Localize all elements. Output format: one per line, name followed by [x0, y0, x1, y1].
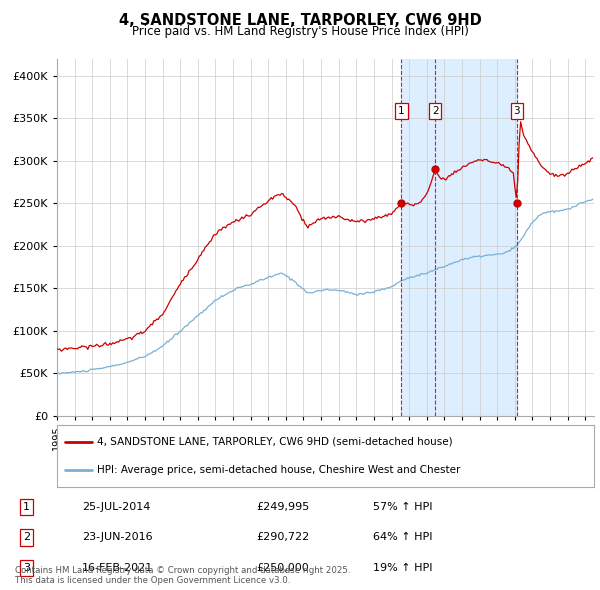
Text: 16-FEB-2021: 16-FEB-2021	[82, 563, 153, 573]
Text: Price paid vs. HM Land Registry's House Price Index (HPI): Price paid vs. HM Land Registry's House …	[131, 25, 469, 38]
Text: 4, SANDSTONE LANE, TARPORLEY, CW6 9HD (semi-detached house): 4, SANDSTONE LANE, TARPORLEY, CW6 9HD (s…	[97, 437, 453, 447]
Text: HPI: Average price, semi-detached house, Cheshire West and Chester: HPI: Average price, semi-detached house,…	[97, 465, 461, 475]
Text: £249,995: £249,995	[256, 502, 310, 512]
Text: 4, SANDSTONE LANE, TARPORLEY, CW6 9HD: 4, SANDSTONE LANE, TARPORLEY, CW6 9HD	[119, 13, 481, 28]
Text: 25-JUL-2014: 25-JUL-2014	[82, 502, 150, 512]
Text: 23-JUN-2016: 23-JUN-2016	[82, 533, 152, 542]
Text: 57% ↑ HPI: 57% ↑ HPI	[373, 502, 433, 512]
Text: 2: 2	[23, 533, 30, 542]
Text: 1: 1	[23, 502, 30, 512]
Text: £250,000: £250,000	[256, 563, 309, 573]
Bar	[401, 59, 517, 416]
Text: 64% ↑ HPI: 64% ↑ HPI	[373, 533, 433, 542]
Text: £290,722: £290,722	[256, 533, 310, 542]
Text: Contains HM Land Registry data © Crown copyright and database right 2025.
This d: Contains HM Land Registry data © Crown c…	[15, 566, 350, 585]
Text: 2: 2	[432, 106, 439, 116]
Text: 3: 3	[514, 106, 520, 116]
Text: 19% ↑ HPI: 19% ↑ HPI	[373, 563, 433, 573]
Text: 1: 1	[398, 106, 404, 116]
Text: 3: 3	[23, 563, 30, 573]
